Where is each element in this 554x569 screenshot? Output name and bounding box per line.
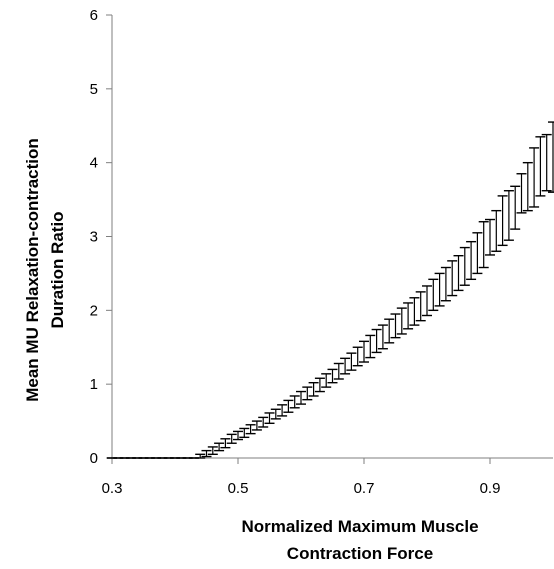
error-bar (353, 347, 363, 365)
error-bar (479, 222, 489, 268)
error-bar (340, 358, 350, 374)
y-tick-label: 5 (90, 81, 98, 98)
x-axis-ticks: 0.3 0.5 0.7 0.9 (102, 458, 501, 497)
y-axis-ticks: 0 1 2 3 4 5 6 (90, 7, 112, 467)
x-tick-label: 0.9 (480, 480, 501, 497)
error-bar (283, 400, 293, 412)
error-bar (422, 286, 432, 316)
error-bar (365, 335, 375, 357)
error-bars (107, 122, 554, 458)
error-bar (290, 396, 300, 408)
error-bar (498, 196, 508, 245)
error-bar (302, 387, 312, 400)
x-tick-label: 0.5 (228, 480, 249, 497)
error-bar (309, 383, 319, 396)
x-tick-label: 0.7 (354, 480, 375, 497)
error-bar (523, 163, 533, 211)
x-axis-title: Normalized Maximum Muscle Contraction Fo… (241, 517, 478, 563)
error-bar (542, 135, 552, 191)
error-bar (321, 374, 331, 387)
error-bar (328, 369, 338, 382)
error-bar (258, 417, 268, 427)
error-bar (271, 409, 281, 419)
error-bar (384, 319, 394, 343)
y-tick-label: 2 (90, 302, 98, 319)
x-axis-title-line-1: Normalized Maximum Muscle (241, 517, 478, 536)
error-bar (202, 451, 212, 457)
y-tick-label: 6 (90, 7, 98, 24)
error-bar (315, 378, 325, 391)
x-tick-label: 0.3 (102, 480, 123, 497)
error-bar (233, 431, 243, 439)
error-bar (529, 148, 539, 207)
error-bar (397, 308, 407, 334)
y-tick-label: 1 (90, 376, 98, 393)
error-bar (239, 428, 249, 437)
error-bar (334, 363, 344, 379)
y-axis-title-line-1: Mean MU Relaxation-contraction (23, 138, 42, 402)
error-bar (346, 353, 356, 370)
y-axis-title: Mean MU Relaxation-contraction Duration … (23, 138, 67, 402)
error-bar (378, 325, 388, 349)
error-bar (265, 413, 275, 423)
x-axis-title-line-2: Contraction Force (287, 544, 433, 563)
error-bar (535, 137, 545, 196)
error-bar (252, 421, 262, 430)
error-bar (485, 220, 495, 255)
y-tick-label: 0 (90, 450, 98, 467)
y-axis-title-line-2: Duration Ratio (48, 211, 67, 328)
y-tick-label: 4 (90, 155, 98, 172)
error-bar (416, 292, 426, 321)
error-bar (246, 425, 256, 434)
y-tick-label: 3 (90, 229, 98, 246)
error-bar (548, 122, 554, 192)
error-bar (296, 392, 306, 405)
error-bar (277, 405, 287, 416)
error-bar (504, 191, 514, 240)
error-bar (359, 341, 369, 362)
error-bar (517, 174, 527, 213)
error-bar (510, 186, 520, 229)
